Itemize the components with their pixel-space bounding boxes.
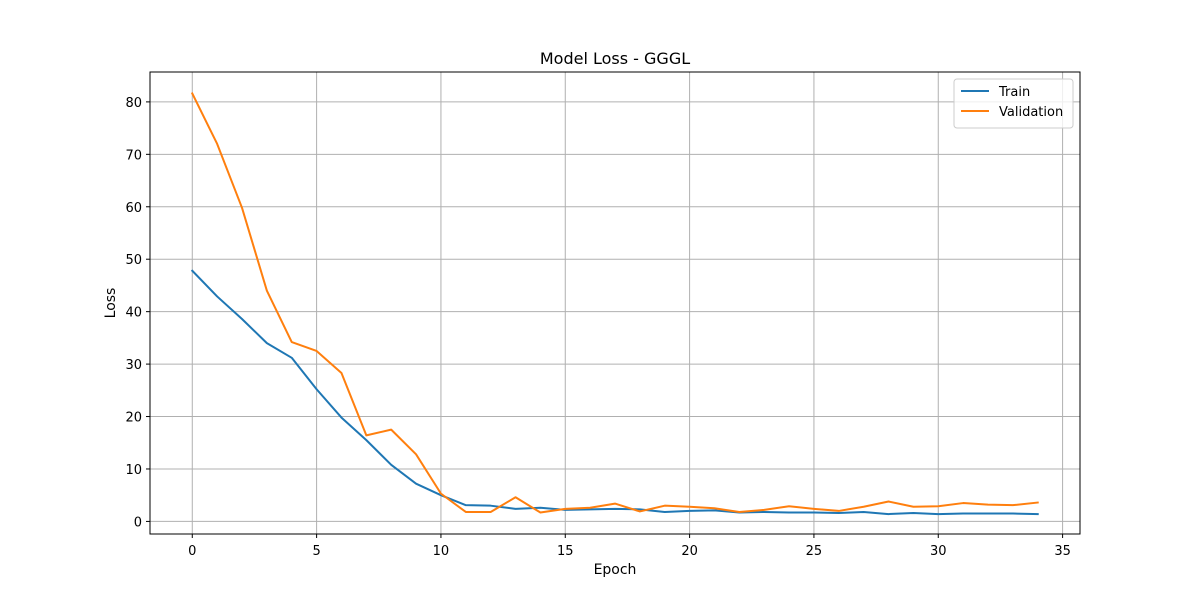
legend: Train Validation [953, 78, 1074, 129]
grid [150, 72, 1080, 534]
y-tick-label: 40 [125, 306, 142, 321]
y-tick-label: 0 [134, 515, 142, 530]
y-tick-label: 80 [125, 96, 142, 111]
series-line-validation [190, 92, 1039, 514]
series-lines [190, 92, 1039, 516]
plot-frame [149, 71, 1081, 535]
chart-title: Model Loss - GGGL [540, 49, 690, 68]
x-tick-label: 0 [188, 544, 196, 559]
legend-train-label: Train [998, 85, 1030, 100]
y-tick-label: 30 [125, 358, 142, 373]
x-tick-label: 25 [806, 544, 823, 559]
x-tick-label: 20 [681, 544, 698, 559]
y-tick-label: 70 [125, 148, 142, 163]
x-tick-label: 15 [557, 544, 574, 559]
x-axis-ticks: 0 5 10 15 20 25 30 35 [188, 534, 1071, 559]
y-tick-label: 10 [125, 463, 142, 478]
series-line-train [190, 269, 1039, 516]
x-tick-label: 35 [1054, 544, 1071, 559]
y-axis-label: Loss [103, 288, 119, 319]
y-tick-label: 20 [125, 411, 142, 426]
y-tick-label: 60 [125, 201, 142, 216]
x-tick-label: 30 [930, 544, 947, 559]
legend-validation-label: Validation [999, 105, 1063, 120]
x-tick-label: 10 [433, 544, 450, 559]
y-axis-ticks: 0 10 20 30 40 50 60 70 80 [125, 96, 150, 530]
x-axis-label: Epoch [594, 562, 637, 578]
x-tick-label: 5 [312, 544, 320, 559]
y-tick-label: 50 [125, 253, 142, 268]
